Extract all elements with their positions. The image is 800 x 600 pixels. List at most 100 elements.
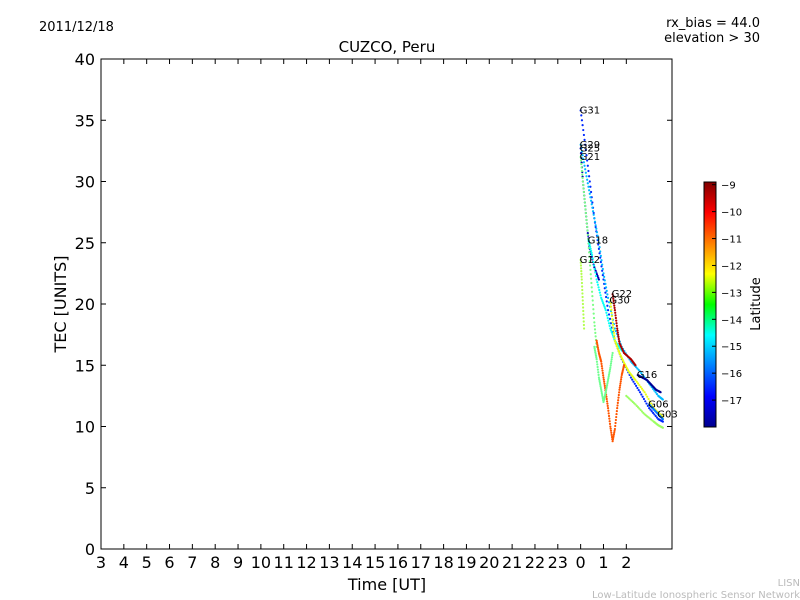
tec-point bbox=[610, 358, 613, 361]
y-tick-label: 0 bbox=[85, 540, 95, 559]
tec-point bbox=[611, 440, 614, 443]
x-tick-label: 6 bbox=[164, 553, 174, 572]
tec-point bbox=[586, 164, 589, 167]
tec-point bbox=[597, 243, 600, 246]
x-tick-label: 22 bbox=[525, 553, 545, 572]
tec-point bbox=[583, 164, 586, 167]
tec-point bbox=[596, 343, 599, 346]
x-tick-label: 3 bbox=[96, 553, 106, 572]
colorbar-ticks: −9 −10 −11 −12 −13 −14 −15 −16 −17 bbox=[712, 181, 742, 407]
tec-point bbox=[607, 409, 610, 412]
tec-point bbox=[597, 238, 600, 241]
tec-point bbox=[609, 366, 612, 369]
tec-point bbox=[600, 362, 603, 365]
tec-point bbox=[609, 299, 612, 302]
tec-point bbox=[618, 391, 621, 394]
tec-point bbox=[612, 326, 615, 329]
tec-point bbox=[631, 378, 634, 381]
tec-point bbox=[606, 407, 610, 410]
tec-point bbox=[598, 246, 601, 249]
tec-point bbox=[616, 331, 619, 334]
colorbar-tick-label: −12 bbox=[721, 261, 742, 272]
tec-point bbox=[653, 389, 656, 392]
tec-point bbox=[611, 295, 615, 298]
prn-label-g31: G31 bbox=[580, 105, 600, 116]
tec-point bbox=[607, 414, 611, 418]
y-tick-label: 35 bbox=[75, 111, 95, 130]
tec-point bbox=[584, 208, 587, 211]
tec-point bbox=[617, 399, 620, 402]
tec-point bbox=[614, 314, 617, 317]
tec-point bbox=[583, 197, 586, 201]
tec-point bbox=[614, 341, 617, 344]
tec-point bbox=[655, 416, 659, 419]
tec-point bbox=[643, 391, 646, 394]
tec-point bbox=[608, 368, 612, 371]
tec-point bbox=[640, 393, 643, 396]
tec-point bbox=[610, 330, 613, 334]
x-tick-label: 17 bbox=[411, 553, 431, 572]
tec-point bbox=[601, 371, 604, 375]
tec-point bbox=[588, 192, 591, 195]
tec-point bbox=[599, 386, 602, 390]
tec-point bbox=[600, 265, 603, 268]
tec-point bbox=[581, 288, 584, 292]
tec-point bbox=[634, 364, 637, 367]
tec-point bbox=[592, 264, 596, 267]
tec-point bbox=[611, 321, 614, 324]
tec-point bbox=[594, 354, 598, 357]
tec-point bbox=[636, 382, 640, 385]
tec-point bbox=[581, 154, 584, 157]
tec-point bbox=[616, 329, 619, 332]
tec-point bbox=[601, 395, 604, 398]
tec-point bbox=[582, 313, 585, 316]
tec-point bbox=[599, 260, 602, 264]
tec-point bbox=[602, 378, 605, 381]
tec-point bbox=[605, 400, 609, 403]
tec-point bbox=[584, 148, 587, 152]
tec-point bbox=[647, 397, 650, 401]
tec-point bbox=[585, 154, 588, 157]
tec-point bbox=[596, 234, 599, 237]
tec-point bbox=[634, 378, 637, 382]
tec-point bbox=[612, 433, 616, 436]
tec-point bbox=[611, 354, 614, 357]
tec-point bbox=[598, 378, 601, 381]
tec-point bbox=[605, 384, 609, 387]
tec-point bbox=[612, 434, 615, 438]
tec-point bbox=[594, 352, 597, 355]
tec-point bbox=[618, 388, 621, 391]
tec-point bbox=[586, 159, 589, 162]
tec-point bbox=[581, 285, 584, 288]
tec-point bbox=[605, 289, 608, 292]
x-tick-label: 7 bbox=[187, 553, 197, 572]
tec-point bbox=[613, 337, 616, 340]
tec-point bbox=[633, 382, 636, 385]
tec-point bbox=[601, 367, 604, 370]
tec-point bbox=[586, 182, 589, 185]
tec-point bbox=[646, 395, 649, 398]
tec-point bbox=[606, 304, 609, 307]
x-tick-label: 15 bbox=[365, 553, 385, 572]
tec-point bbox=[600, 365, 603, 368]
tec-point bbox=[602, 272, 605, 275]
tec-point bbox=[592, 260, 595, 264]
y-tick-label: 40 bbox=[75, 50, 95, 69]
tec-point bbox=[604, 286, 608, 289]
tec-point bbox=[618, 340, 621, 343]
tec-point bbox=[581, 306, 585, 309]
tec-point bbox=[596, 346, 600, 349]
tec-point bbox=[598, 291, 601, 294]
tec-point bbox=[635, 380, 638, 383]
tec-point bbox=[608, 370, 611, 373]
y-axis: 0 5 10 15 20 25 30 35 40 bbox=[75, 50, 672, 559]
tec-point bbox=[600, 392, 603, 395]
tec-point bbox=[606, 402, 609, 405]
tec-point bbox=[609, 329, 613, 332]
tec-point bbox=[653, 413, 656, 416]
tec-point bbox=[595, 356, 598, 359]
tec-point bbox=[635, 384, 638, 387]
x-tick-label: 11 bbox=[274, 553, 294, 572]
tec-point bbox=[586, 178, 589, 181]
